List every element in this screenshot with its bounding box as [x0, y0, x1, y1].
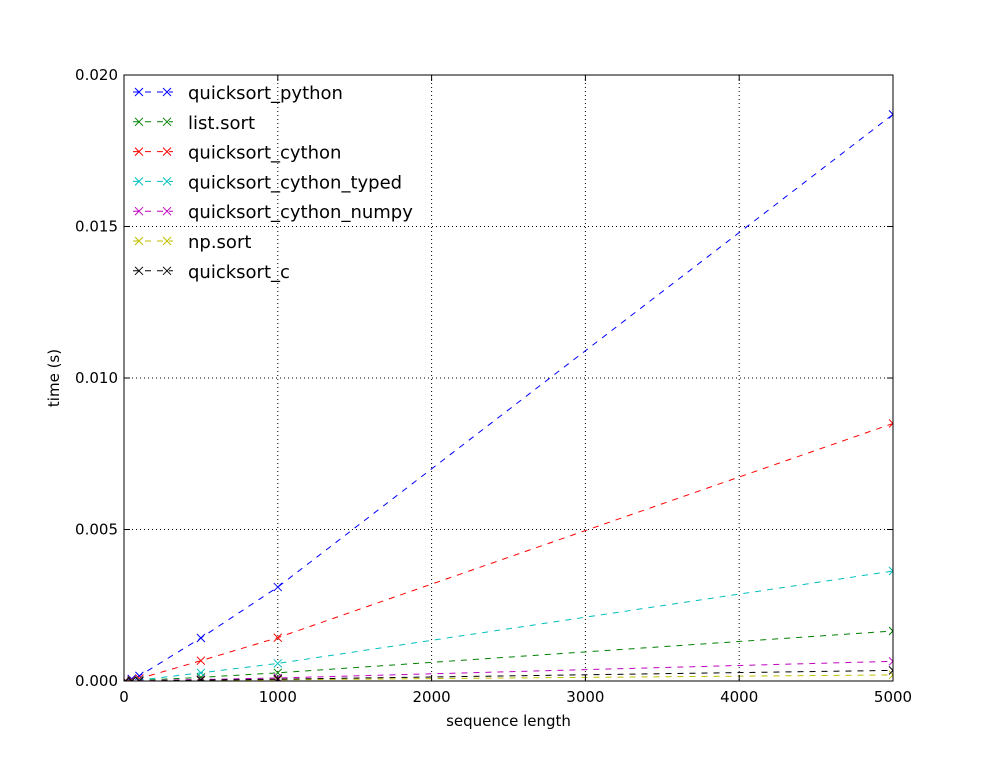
x-axis-label: sequence length	[446, 712, 571, 730]
data-point	[888, 670, 893, 680]
legend-label: quicksort_c	[188, 262, 290, 283]
data-point	[127, 674, 137, 681]
data-point	[888, 656, 893, 666]
series-line	[125, 669, 893, 681]
data-point	[888, 626, 893, 636]
x-tick-label: 0	[119, 688, 129, 706]
x-tick-label: 2000	[413, 688, 451, 706]
legend-marker	[134, 236, 144, 246]
legend-marker	[134, 266, 144, 276]
y-tick-label: 0.010	[75, 369, 118, 387]
ticks: 0 1000 2000 3000 4000 5000 0.000 0.005 0.010 0.01…	[75, 66, 912, 706]
legend: quicksort_python list.sort quicksort_cytho…	[133, 83, 413, 283]
legend-entry: quicksort_cython_numpy	[133, 202, 413, 223]
legend-marker	[162, 266, 172, 276]
data-point	[273, 582, 283, 592]
data-point	[888, 666, 893, 675]
legend-entry: quicksort_c	[133, 262, 290, 283]
y-tick-label: 0.005	[75, 521, 118, 539]
legend-entry: quicksort_cython	[133, 143, 341, 164]
legend-marker	[134, 87, 144, 97]
data-point	[124, 676, 130, 681]
data-point	[888, 110, 893, 119]
legend-label: quicksort_cython_typed	[188, 172, 402, 193]
y-tick-label: 0.000	[75, 672, 118, 690]
series-line	[125, 674, 893, 681]
legend-marker	[134, 147, 144, 156]
legend-marker	[162, 206, 172, 216]
x-tick-label: 1000	[259, 688, 297, 706]
legend-label: list.sort	[188, 113, 255, 134]
data-point	[273, 633, 283, 643]
legend-marker	[162, 177, 172, 186]
y-tick-label: 0.015	[75, 218, 118, 236]
legend-entry: quicksort_cython_typed	[133, 172, 402, 193]
x-tick-label: 5000	[874, 688, 912, 706]
legend-entry: quicksort_python	[133, 83, 343, 104]
data-point	[888, 419, 893, 428]
y-axis-label: time (s)	[45, 349, 63, 407]
series-lines	[124, 110, 893, 681]
data-point	[196, 675, 206, 681]
data-point	[273, 659, 283, 668]
legend-label: quicksort_python	[188, 83, 343, 104]
y-tick-label: 0.020	[75, 66, 118, 84]
data-point	[888, 566, 893, 576]
x-tick-label: 4000	[720, 688, 758, 706]
legend-label: quicksort_cython_numpy	[188, 202, 413, 223]
legend-marker	[134, 177, 144, 186]
legend-marker	[134, 117, 144, 127]
legend-entry: list.sort	[133, 113, 255, 134]
legend-marker	[162, 236, 172, 246]
legend-label: quicksort_cython	[188, 143, 341, 164]
data-point	[135, 674, 144, 681]
legend-marker	[162, 117, 172, 127]
data-point	[196, 656, 206, 666]
legend-marker	[134, 206, 144, 216]
legend-label: np.sort	[188, 232, 251, 253]
legend-marker	[162, 87, 172, 97]
data-point	[196, 633, 206, 643]
data-point	[135, 676, 144, 681]
series-line	[125, 660, 893, 681]
x-tick-label: 3000	[566, 688, 604, 706]
grid	[124, 75, 893, 681]
legend-entry: np.sort	[133, 232, 251, 253]
legend-marker	[162, 147, 172, 156]
data-point	[127, 676, 137, 681]
data-point	[196, 668, 206, 678]
